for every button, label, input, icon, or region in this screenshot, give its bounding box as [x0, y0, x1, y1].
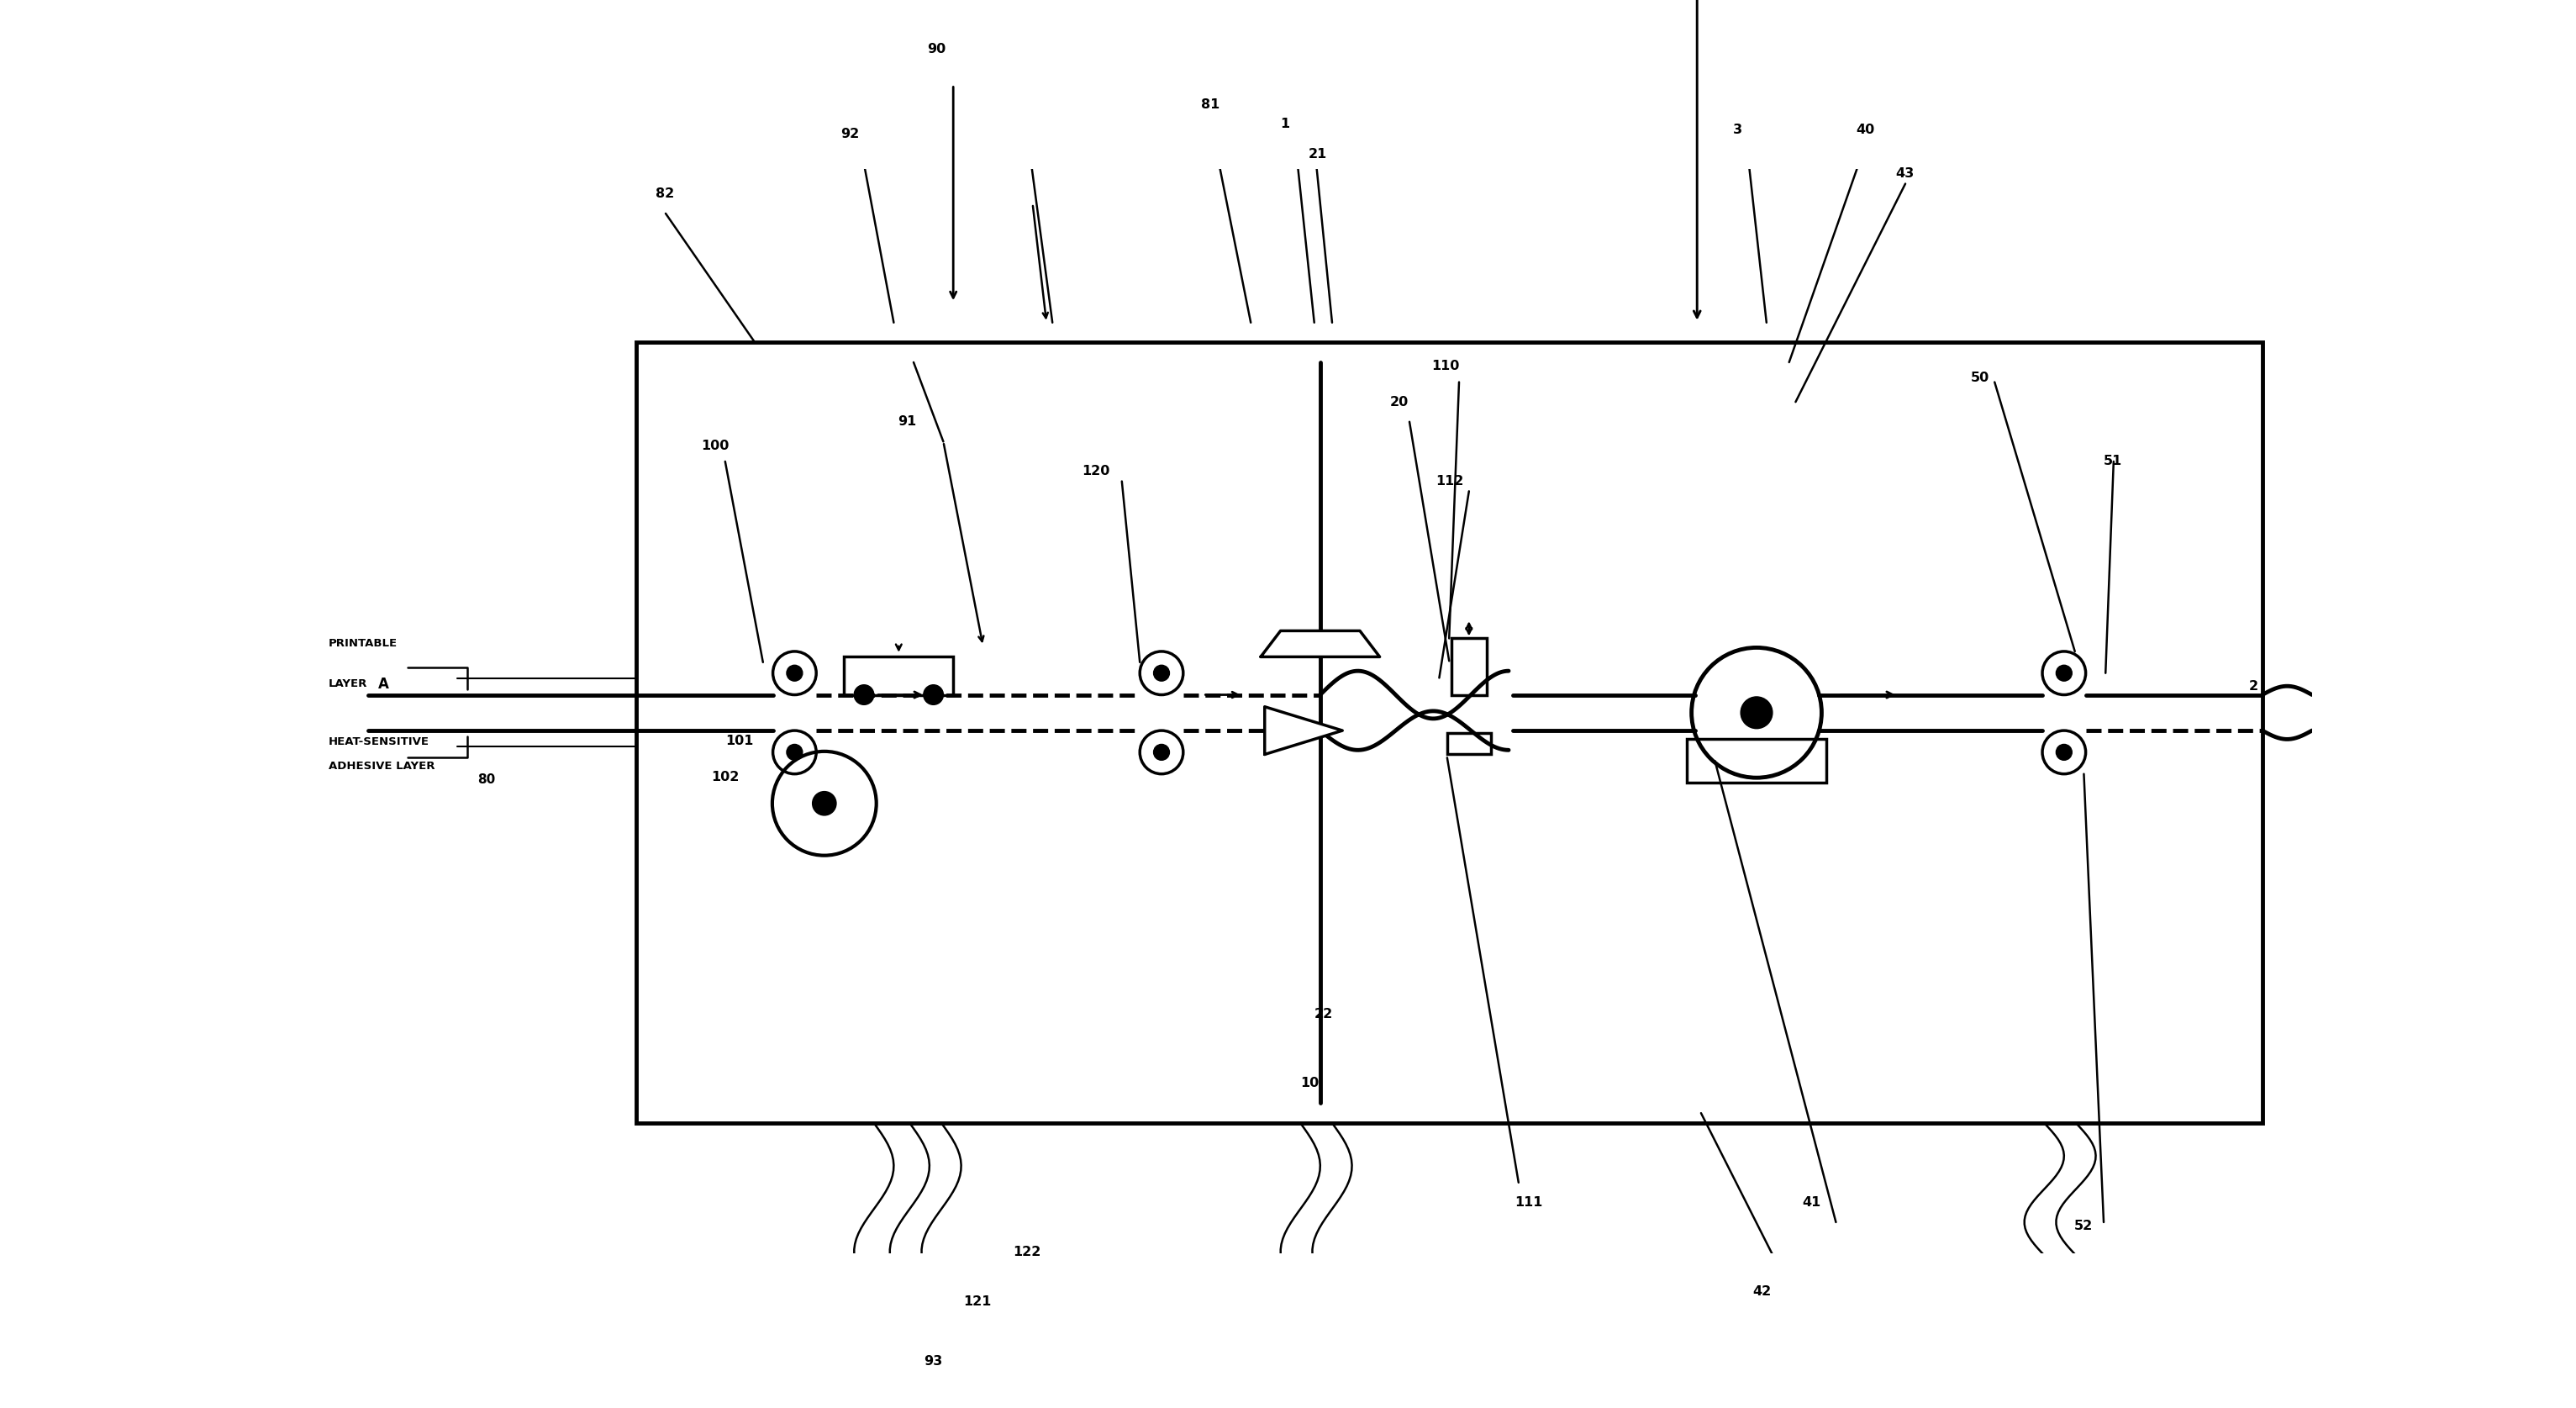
Text: ADHESIVE LAYER: ADHESIVE LAYER: [330, 760, 435, 772]
Text: 120: 120: [1082, 465, 1110, 477]
Circle shape: [1741, 697, 1772, 728]
Bar: [845, 656, 953, 694]
Text: 92: 92: [840, 128, 858, 141]
Text: LAYER: LAYER: [330, 679, 368, 690]
Text: 90: 90: [927, 42, 945, 55]
Text: 121: 121: [963, 1295, 992, 1308]
Text: 1: 1: [1280, 118, 1291, 131]
Text: HEAT-SENSITIVE: HEAT-SENSITIVE: [330, 736, 430, 746]
Text: 110: 110: [1432, 360, 1461, 373]
Circle shape: [811, 791, 837, 815]
Text: A: A: [379, 676, 389, 691]
Text: 51: 51: [2105, 455, 2123, 467]
Circle shape: [1154, 665, 1170, 681]
Circle shape: [786, 665, 804, 681]
Text: 80: 80: [477, 773, 495, 786]
Bar: [636, 342, 2262, 1124]
Circle shape: [1154, 745, 1170, 760]
Polygon shape: [1265, 707, 1342, 755]
Circle shape: [2056, 665, 2071, 681]
Text: PRINTABLE: PRINTABLE: [330, 638, 397, 649]
Text: 100: 100: [701, 439, 729, 452]
Circle shape: [2056, 745, 2071, 760]
Circle shape: [922, 684, 943, 704]
Text: 101: 101: [726, 735, 752, 748]
Text: 122: 122: [1012, 1246, 1041, 1259]
Text: 22: 22: [1314, 1008, 1332, 1021]
Text: 52: 52: [2074, 1219, 2092, 1232]
Text: 21: 21: [1309, 148, 1327, 161]
Bar: [1450, 638, 1486, 694]
Text: 111: 111: [1515, 1195, 1543, 1208]
Text: 43: 43: [1896, 168, 1914, 180]
Text: 82: 82: [657, 187, 675, 200]
Bar: [1448, 732, 1492, 755]
Circle shape: [855, 684, 873, 704]
Text: 93: 93: [922, 1354, 943, 1367]
Text: 3: 3: [1734, 124, 1741, 137]
Text: 112: 112: [1435, 474, 1463, 487]
Bar: [1687, 739, 1826, 783]
Text: 42: 42: [1752, 1286, 1772, 1298]
Polygon shape: [1260, 631, 1381, 656]
Text: 20: 20: [1388, 396, 1409, 408]
Text: 41: 41: [1803, 1195, 1821, 1208]
Text: 91: 91: [896, 415, 917, 428]
Text: 81: 81: [1200, 99, 1221, 111]
Text: 40: 40: [1855, 124, 1875, 137]
Text: P2: P2: [1002, 0, 1023, 1]
Text: 2: 2: [2249, 680, 2257, 693]
Text: 50: 50: [1971, 372, 1989, 384]
Circle shape: [786, 745, 804, 760]
Text: 102: 102: [711, 772, 739, 784]
Text: 10: 10: [1301, 1077, 1319, 1090]
